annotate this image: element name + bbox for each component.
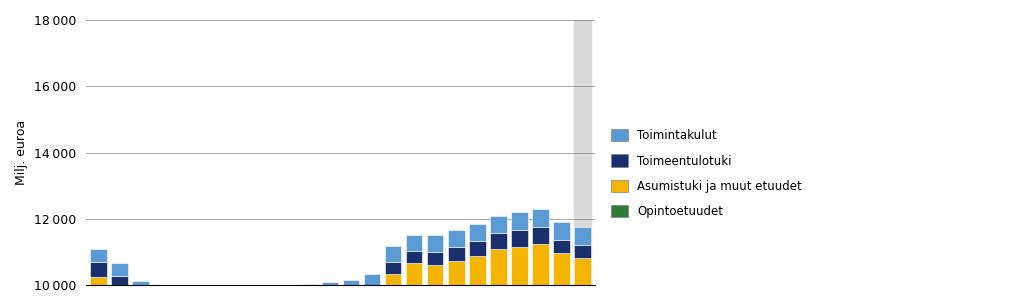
Bar — [385, 274, 401, 306]
Bar — [532, 244, 549, 295]
Bar — [343, 295, 359, 306]
Bar — [511, 294, 527, 308]
Bar — [469, 295, 485, 308]
Bar — [258, 305, 275, 308]
Bar — [112, 276, 128, 292]
Bar — [364, 274, 380, 290]
Bar — [511, 247, 527, 294]
Bar — [427, 265, 443, 299]
Bar — [343, 280, 359, 295]
Bar — [90, 278, 106, 300]
Bar — [449, 247, 465, 261]
Bar — [258, 291, 275, 305]
Bar — [154, 292, 170, 305]
Bar — [490, 291, 507, 308]
Bar — [490, 249, 507, 291]
Bar — [132, 281, 148, 294]
Bar — [132, 294, 148, 308]
Bar — [553, 306, 569, 308]
Bar — [553, 240, 569, 253]
Bar — [238, 301, 254, 308]
Bar — [90, 249, 106, 262]
Bar — [343, 306, 359, 308]
Bar — [90, 300, 106, 308]
Bar — [406, 297, 423, 308]
Bar — [154, 305, 170, 308]
Bar — [427, 299, 443, 308]
Bar — [511, 230, 527, 247]
Bar — [280, 287, 296, 302]
Bar — [364, 290, 380, 300]
Bar — [196, 307, 212, 308]
Bar — [322, 297, 338, 308]
Bar — [301, 284, 317, 299]
Bar — [427, 252, 443, 265]
Bar — [406, 251, 423, 263]
Bar — [553, 253, 569, 306]
Bar — [322, 282, 338, 297]
Bar — [112, 263, 128, 276]
Bar — [385, 262, 401, 274]
Bar — [385, 246, 401, 262]
Bar — [490, 233, 507, 249]
Bar — [406, 235, 423, 251]
Bar — [385, 306, 401, 308]
Bar — [553, 222, 569, 240]
Bar — [280, 302, 296, 308]
Bar — [574, 20, 591, 285]
Bar — [427, 235, 443, 252]
Bar — [469, 224, 485, 241]
Bar — [90, 262, 106, 278]
Bar — [532, 295, 549, 308]
Bar — [574, 227, 591, 245]
Bar — [364, 300, 380, 308]
Bar — [574, 257, 591, 308]
Y-axis label: Milj. euroa: Milj. euroa — [15, 120, 28, 185]
Bar — [216, 307, 232, 308]
Bar — [449, 230, 465, 247]
Bar — [469, 241, 485, 256]
Bar — [449, 261, 465, 297]
Bar — [511, 212, 527, 230]
Bar — [112, 292, 128, 308]
Bar — [490, 216, 507, 233]
Bar — [469, 256, 485, 295]
Bar — [532, 227, 549, 244]
Legend: Toimintakulut, Toimeentulotuki, Asumistuki ja muut etuudet, Opintoetuudet: Toimintakulut, Toimeentulotuki, Asumistu… — [606, 124, 807, 223]
Bar — [174, 301, 190, 308]
Bar — [301, 299, 317, 308]
Bar — [449, 297, 465, 308]
Bar — [532, 209, 549, 227]
Bar — [406, 263, 423, 297]
Bar — [574, 245, 591, 257]
